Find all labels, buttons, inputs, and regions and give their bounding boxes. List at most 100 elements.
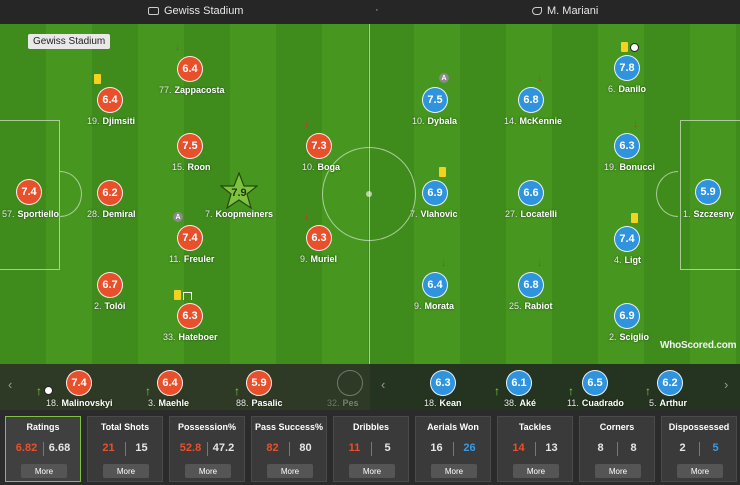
stat-title: Possession% (177, 422, 237, 432)
stat-title: Aerials Won (427, 422, 479, 432)
player-rating: 6.3 (430, 370, 456, 396)
stat-away-value: 15 (135, 442, 148, 454)
player-name: 2. Tolói (94, 301, 126, 311)
stat-values: 11 5 (334, 442, 408, 456)
stat-home-value: 16 (430, 442, 443, 454)
stat-values: 82 80 (252, 442, 326, 456)
stat-card-dribbles[interactable]: Dribbles 11 5 More (333, 416, 409, 482)
player-rating: 6.3 (177, 303, 203, 329)
sub-off-icon: ↓ (633, 119, 638, 130)
player-name: 2. Sciglio (609, 332, 650, 342)
goal-ball-icon (630, 43, 639, 52)
yellow-card-icon (174, 290, 181, 300)
stat-card-aerials-won[interactable]: Aerials Won 16 26 More (415, 416, 491, 482)
venue-name: Gewiss Stadium (164, 5, 244, 17)
player-rating: 6.6 (518, 180, 544, 206)
sub-off-icon: ↓ (441, 258, 446, 269)
player-rating: 5.9 (246, 370, 272, 396)
stat-home-value: 2 (679, 442, 686, 454)
yellow-card-icon (439, 167, 446, 177)
player-name: 32. Pes (327, 398, 359, 408)
player-rating: 6.4 (177, 56, 203, 82)
more-button[interactable]: More (595, 464, 641, 478)
player-rating: 5.9 (695, 179, 721, 205)
pitch: Gewiss Stadium WhoScored.com 7.4 57. Spor… (0, 24, 740, 364)
stat-values: 21 15 (88, 442, 162, 456)
whoscored-logo: WhoScored.com (660, 340, 737, 351)
stat-card-ratings[interactable]: Ratings 6.82 6.68 More (5, 416, 81, 482)
more-button[interactable]: More (103, 464, 149, 478)
stat-card-tackles[interactable]: Tackles 14 13 More (497, 416, 573, 482)
stat-home-value: 14 (512, 442, 525, 454)
player-name: 77. Zappacosta (159, 85, 225, 95)
divider (534, 442, 536, 456)
sub-off-icon: ↓ (304, 211, 309, 222)
player-rating: 7.4 (177, 225, 203, 251)
stat-title: Tackles (518, 422, 552, 432)
stat-home-value: 11 (348, 442, 361, 454)
player-name: 1. Szczesny (683, 209, 735, 219)
sub-off-icon: ↓ (537, 258, 542, 269)
player-rating: 6.4 (97, 87, 123, 113)
more-button[interactable]: More (185, 464, 231, 478)
sub-on-icon: ↑ (36, 384, 42, 398)
stat-card-total-shots[interactable]: Total Shots 21 15 More (87, 416, 163, 482)
match-info-bar: Gewiss Stadium · M. Mariani (0, 0, 740, 24)
player-rating: 7.8 (614, 55, 640, 81)
stat-away-value: 26 (463, 442, 476, 454)
chevron-left-icon[interactable]: ‹ (8, 377, 13, 392)
chevron-right-icon[interactable]: › (724, 377, 729, 392)
player-name: 9. Muriel (300, 254, 338, 264)
assist-icon: A (439, 73, 449, 83)
more-button[interactable]: More (349, 464, 395, 478)
player-rating: 6.4 (422, 272, 448, 298)
player-name: 10. Boga (302, 162, 341, 172)
stat-title: Corners (599, 422, 635, 432)
more-button[interactable]: More (677, 464, 723, 478)
player-rating: 6.8 (518, 272, 544, 298)
stat-card-pass-success[interactable]: Pass Success% 82 80 More (251, 416, 327, 482)
player-rating: 7.3 (306, 133, 332, 159)
stat-away-value: 47.2 (212, 442, 235, 454)
stat-title: Dispossessed (668, 422, 730, 432)
sub-off-icon: ↓ (304, 119, 309, 130)
stat-card-dispossessed[interactable]: Dispossessed 2 5 More (661, 416, 737, 482)
stat-away-value: 5 (384, 442, 391, 454)
player-rating: 6.9 (614, 303, 640, 329)
stat-card-corners[interactable]: Corners 8 8 More (579, 416, 655, 482)
more-button[interactable]: More (431, 464, 477, 478)
player-name: 19. Djimsiti (87, 116, 136, 126)
player-rating: 6.9 (422, 180, 448, 206)
player-rating: 6.8 (518, 87, 544, 113)
divider (288, 442, 290, 456)
sub-on-icon: ↑ (645, 384, 651, 398)
assist-icon: A (173, 212, 183, 222)
more-button[interactable]: More (513, 464, 559, 478)
center-circle (322, 147, 416, 241)
player-name: 10. Dybala (412, 116, 458, 126)
stat-away-value: 8 (630, 442, 637, 454)
stat-home-value: 82 (266, 442, 279, 454)
more-button[interactable]: More (267, 464, 313, 478)
player-name: 11. Freuler (169, 254, 215, 264)
stadium-icon (148, 7, 159, 15)
more-button[interactable]: More (21, 464, 67, 478)
stat-title: Ratings (26, 422, 60, 432)
stat-home-value: 21 (102, 442, 115, 454)
player-rating: 7.5 (177, 133, 203, 159)
player-rating: 6.2 (657, 370, 683, 396)
sub-on-icon: ↑ (145, 384, 151, 398)
divider (452, 442, 454, 456)
away-penalty-box (680, 120, 740, 270)
player-rating: 6.3 (306, 225, 332, 251)
goal-ball-icon (44, 386, 53, 395)
player-name: 3. Maehle (148, 398, 190, 408)
center-spot (366, 191, 372, 197)
player-rating: 7.9 (231, 187, 247, 199)
stat-card-possession[interactable]: Possession% 52.8 47.2 More (169, 416, 245, 482)
player-name: 33. Hateboer (163, 332, 218, 342)
chevron-left-icon[interactable]: ‹ (381, 377, 386, 392)
stat-home-value: 6.82 (15, 442, 38, 454)
